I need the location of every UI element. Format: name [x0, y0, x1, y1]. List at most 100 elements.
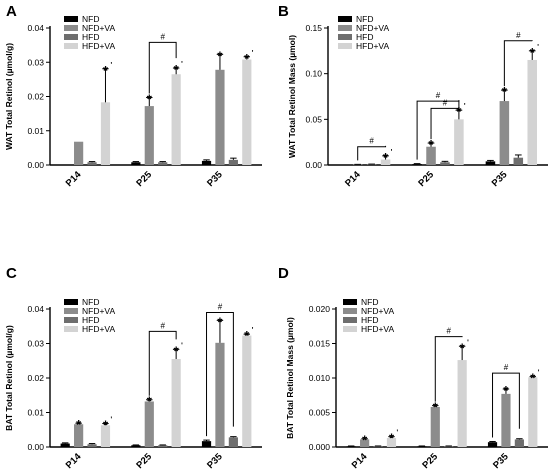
bar-nfd-p35 [487, 442, 498, 447]
legend-label: NFD+VA [82, 306, 115, 316]
legend-label: NFD+VA [82, 23, 115, 33]
legend-label: NFD+VA [356, 23, 389, 33]
x-tick-label: P35 [205, 169, 225, 189]
significance-star: * [217, 48, 223, 63]
legend-swatch-nfd-va [64, 308, 78, 314]
y-tick-label: 0.01 [27, 126, 44, 136]
bar-nfd-p14 [60, 443, 70, 447]
bar-hfd-p35 [228, 437, 238, 447]
bar-hfd-va-p35 [528, 377, 538, 447]
y-tick-label: 0.04 [27, 23, 44, 33]
bar-hfd-va-p14 [100, 425, 111, 447]
panel-letter-A: A [6, 3, 17, 20]
y-tick-label: 0.03 [27, 339, 44, 349]
legend-swatch-hfd [64, 34, 78, 40]
y-axis-label: BAT Total Retinol (µmol/g) [4, 325, 14, 431]
y-tick-label: 0.020 [309, 304, 331, 314]
bracket-hash-label: # [436, 91, 441, 100]
legend-swatch-hfd-va [64, 326, 78, 332]
bar-nfd-va-p25 [144, 401, 154, 447]
bar-nfd-p35 [201, 441, 212, 447]
bracket-hash-label: # [516, 31, 521, 40]
legend-swatch-hfd [343, 317, 357, 323]
y-tick-label: 0.04 [27, 304, 44, 314]
bar-hfd-p25 [158, 162, 168, 165]
significance-prime: ' [252, 327, 254, 334]
panel-letter-B: B [278, 3, 289, 20]
x-tick-label: P25 [134, 451, 154, 471]
bar-hfd-va-p25 [457, 360, 467, 447]
x-tick-label: P14 [350, 451, 370, 471]
bar-hfd-va-p35 [242, 335, 252, 447]
significance-bracket [206, 311, 234, 437]
x-tick-label: P35 [491, 451, 511, 471]
y-tick-label: 0.00 [305, 160, 322, 170]
legend-label: HFD+VA [361, 324, 394, 334]
bar-hfd-va-p14 [386, 438, 397, 447]
bar-nfd-p35 [485, 161, 496, 165]
significance-star: * [76, 417, 82, 432]
bracket-hash-label: # [218, 302, 223, 311]
legend-label: HFD+VA [82, 324, 115, 334]
x-tick-label: P25 [416, 169, 436, 189]
legend-swatch-hfd-va [338, 43, 352, 49]
legend-swatch-nfd-va [338, 25, 352, 31]
significance-prime: ' [110, 417, 112, 424]
bar-nfd-va-p25 [430, 406, 440, 447]
significance-star: * [460, 340, 466, 355]
significance-bracket [503, 40, 533, 87]
bar-nfd-va-p35 [501, 393, 511, 447]
significance-star: * [244, 328, 250, 343]
bar-nfd-p25 [131, 162, 141, 165]
bar-hfd-p25 [444, 446, 454, 447]
significance-star: * [103, 63, 109, 78]
significance-prime: ' [252, 50, 254, 57]
bar-nfd-va-p14 [74, 141, 84, 165]
significance-bracket [148, 41, 177, 94]
x-tick-label: P25 [134, 169, 154, 189]
significance-prime: ' [110, 62, 112, 69]
bar-nfd-va-p14 [360, 439, 370, 447]
bar-hfd-p14 [366, 164, 377, 165]
significance-prime: ' [538, 370, 540, 377]
bracket-hash-label: # [160, 32, 165, 41]
significance-star: * [389, 431, 395, 446]
bracket-hash-label: # [443, 98, 448, 107]
significance-bracket [430, 100, 460, 140]
legend-label: HFD [356, 32, 373, 42]
significance-prime: ' [537, 44, 539, 51]
significance-star: * [530, 45, 536, 60]
legend-label: NFD [361, 297, 378, 307]
y-tick-label: 0.010 [309, 373, 331, 383]
bracket-hash-label: # [369, 137, 374, 146]
significance-star: * [103, 418, 109, 433]
y-axis-label: BAT Total Retinol Mass (µmol) [285, 317, 295, 439]
legend-swatch-hfd-va [64, 43, 78, 49]
bar-nfd-p25 [412, 164, 422, 165]
bar-hfd-va-p35 [527, 59, 537, 165]
bar-nfd-p14 [346, 446, 356, 447]
bar-hfd-va-p25 [454, 119, 464, 165]
legend-label: HFD [361, 315, 378, 325]
bar-nfd-p35 [201, 160, 212, 165]
legend-label: NFD [356, 14, 373, 24]
bracket-hash-label: # [446, 327, 451, 336]
x-tick-label: P14 [64, 169, 84, 189]
legend-swatch-hfd [64, 317, 78, 323]
significance-prime: ' [464, 103, 466, 110]
bar-hfd-va-p14 [100, 102, 111, 165]
significance-star: * [456, 104, 462, 119]
legend-swatch-nfd-va [343, 308, 357, 314]
significance-bracket [492, 372, 520, 438]
y-tick-label: 0.005 [309, 408, 331, 418]
x-tick-label: P35 [205, 451, 225, 471]
y-tick-label: 0.000 [309, 442, 331, 452]
x-tick-label: P14 [64, 451, 84, 471]
bar-hfd-va-p14 [380, 159, 391, 165]
y-tick-label: 0.15 [305, 23, 322, 33]
bracket-hash-label: # [504, 363, 509, 372]
bar-hfd-va-p35 [242, 59, 252, 166]
significance-star: * [383, 150, 389, 165]
y-tick-label: 0.00 [27, 442, 44, 452]
legend-swatch-hfd-va [343, 326, 357, 332]
